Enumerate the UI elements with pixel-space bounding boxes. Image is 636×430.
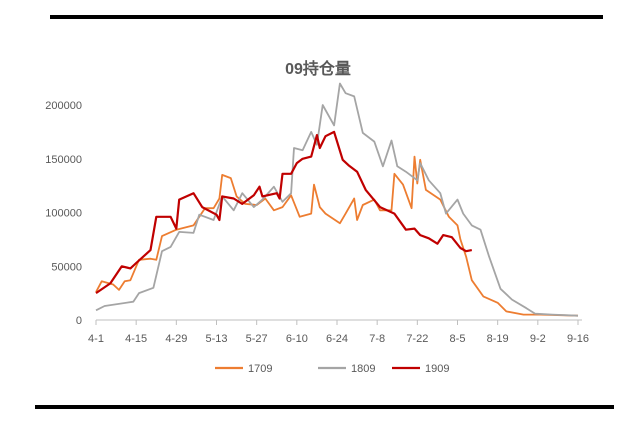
legend-label: 1909 — [425, 363, 449, 375]
series-line-1709 — [95, 155, 579, 317]
x-tick-label: 6-10 — [286, 333, 308, 345]
legend-label: 1709 — [248, 363, 272, 375]
legend-item-1909: 1909 — [392, 363, 449, 375]
legend-label: 1809 — [351, 363, 375, 375]
x-tick-label: 4-29 — [165, 333, 187, 345]
legend-item-1809: 1809 — [318, 363, 375, 375]
x-tick-label: 5-13 — [205, 333, 227, 345]
y-tick-label: 150000 — [45, 154, 82, 166]
x-tick-label: 8-5 — [450, 333, 466, 345]
y-tick-label: 200000 — [45, 100, 82, 112]
legend-item-1709: 1709 — [215, 363, 272, 375]
x-tick-label: 7-22 — [406, 333, 428, 345]
x-tick-label: 8-19 — [487, 333, 509, 345]
y-tick-label: 100000 — [45, 208, 82, 220]
chart-title: 09持仓量 — [285, 59, 351, 78]
x-tick-label: 4-15 — [125, 333, 147, 345]
x-tick-label: 7-8 — [369, 333, 385, 345]
top-rule — [50, 15, 603, 19]
x-tick-label: 6-24 — [326, 333, 348, 345]
y-tick-label: 50000 — [51, 261, 82, 273]
bottom-rule — [35, 405, 614, 409]
x-tick-label: 9-2 — [530, 333, 546, 345]
series-line-1809 — [95, 82, 579, 317]
x-tick-label: 4-1 — [88, 333, 104, 345]
series-line-1909 — [95, 130, 473, 295]
y-tick-label: 0 — [76, 315, 82, 327]
x-tick-label: 5-27 — [246, 333, 268, 345]
x-tick-label: 9-16 — [567, 333, 589, 345]
